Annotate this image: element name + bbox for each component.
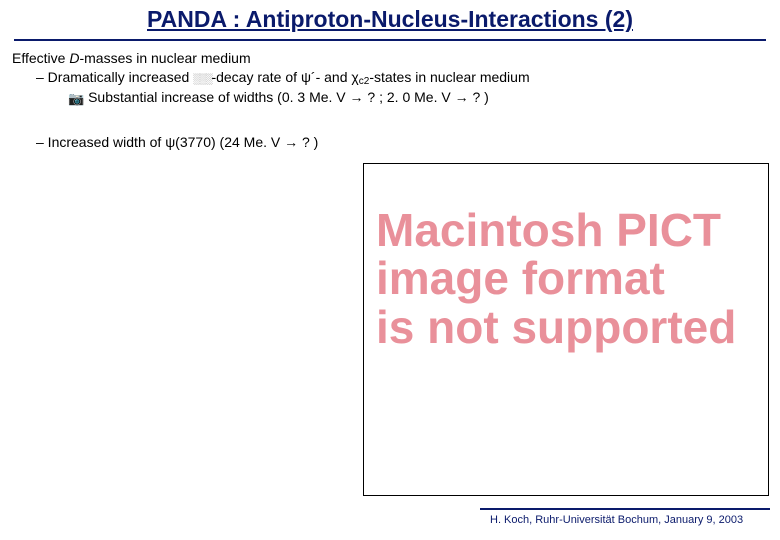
pict-line-3: is not supported bbox=[376, 303, 736, 351]
text-fragment: - and bbox=[316, 69, 352, 85]
text-fragment: – Dramatically increased bbox=[36, 69, 193, 85]
footer-text: H. Koch, Ruhr-Universität Bochum, Januar… bbox=[490, 514, 743, 526]
chi-symbol: χ bbox=[351, 69, 358, 85]
text-fragment: (3770) (24 Me. V → ? ) bbox=[175, 134, 318, 150]
italic-d: D bbox=[69, 50, 79, 66]
pict-placeholder-text: Macintosh PICT image format is not suppo… bbox=[376, 206, 736, 351]
bullet-increased-width: – Increased width of ψ(3770) (24 Me. V →… bbox=[36, 133, 772, 152]
text-fragment: -masses in nuclear medium bbox=[79, 50, 250, 66]
bullet-decay-rate: – Dramatically increased ░░░-decay rate … bbox=[36, 68, 772, 89]
bullet-effective-d-masses: Effective D-masses in nuclear medium bbox=[12, 49, 772, 68]
slide-title: PANDA : Antiproton-Nucleus-Interactions … bbox=[0, 0, 780, 33]
psi-symbol: ψ bbox=[165, 134, 175, 150]
text-fragment: -states in nuclear medium bbox=[369, 69, 529, 85]
text-fragment: -decay rate of bbox=[211, 69, 301, 85]
psi-prime-symbol: ψ´ bbox=[301, 69, 316, 85]
bullet-substantial-increase: 📷 Substantial increase of widths (0. 3 M… bbox=[68, 88, 772, 107]
slide-body: Effective D-masses in nuclear medium – D… bbox=[0, 41, 780, 152]
chi-subscript: c2 bbox=[359, 76, 370, 87]
camera-icon: 📷 bbox=[68, 90, 84, 108]
dd-bar-glyph: ░░░ bbox=[193, 74, 211, 85]
footer-rule bbox=[480, 508, 770, 510]
vertical-spacer bbox=[8, 107, 772, 133]
pict-line-2: image format bbox=[376, 254, 736, 302]
text-fragment: Effective bbox=[12, 50, 69, 66]
text-fragment: – Increased width of bbox=[36, 134, 165, 150]
text-fragment: Substantial increase of widths (0. 3 Me.… bbox=[84, 89, 489, 105]
slide-root: PANDA : Antiproton-Nucleus-Interactions … bbox=[0, 0, 780, 540]
pict-line-1: Macintosh PICT bbox=[376, 206, 736, 254]
